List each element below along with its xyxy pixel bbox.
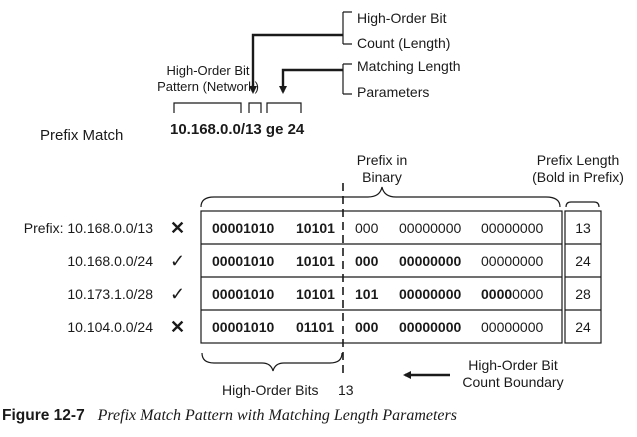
octet-3-bits: 00000000 bbox=[399, 253, 462, 269]
length-brace bbox=[565, 201, 600, 208]
figure-title: Prefix Match Pattern with Matching Lengt… bbox=[97, 407, 457, 424]
octet-3-bits: 00000000 bbox=[399, 220, 462, 236]
length-header-line1: Prefix Length bbox=[536, 152, 620, 168]
binary-header-line2: Binary bbox=[362, 169, 402, 185]
boundary-value: 13 bbox=[338, 382, 354, 398]
prefix-match-label: Prefix Match bbox=[40, 127, 124, 144]
row-prefix-length: 13 bbox=[575, 220, 591, 236]
high-order-bits-label: High-Order Bits bbox=[222, 382, 319, 398]
binary-brace bbox=[200, 186, 561, 208]
row-prefix-label: 10.104.0.0/24 bbox=[67, 319, 153, 335]
octet-2-remaining-bits: 000 bbox=[355, 253, 379, 269]
octet-2-remaining-bits: 000 bbox=[355, 319, 379, 335]
row-prefix-length: 24 bbox=[575, 253, 591, 269]
length-bracket bbox=[248, 102, 262, 113]
octet-4-bits: 00000000 bbox=[481, 286, 544, 302]
cross-icon: ✕ bbox=[170, 317, 186, 337]
params-bracket bbox=[342, 63, 352, 95]
octet-1-bits: 00001010 bbox=[212, 286, 275, 302]
check-icon: ✓ bbox=[170, 284, 186, 304]
octet-2-bits: 10101 bbox=[296, 220, 335, 236]
count-label-line1: High-Order Bit bbox=[357, 10, 447, 26]
length-header-line2: (Bold in Prefix) bbox=[532, 169, 624, 185]
octet-1-bits: 00001010 bbox=[212, 220, 275, 236]
octet-4-bits: 00000000 bbox=[481, 319, 544, 335]
pattern-label-line1: High-Order Bit bbox=[166, 63, 250, 78]
row-prefix-label: 10.173.1.0/28 bbox=[67, 286, 153, 302]
octet-2-remaining-bits: 101 bbox=[355, 286, 379, 302]
octet-2-bits: 10101 bbox=[296, 253, 335, 269]
cross-icon: ✕ bbox=[170, 218, 186, 238]
params-label-line2: Parameters bbox=[357, 84, 430, 100]
row-prefix-label: Prefix: 10.168.0.0/13 bbox=[23, 220, 153, 236]
params-arrow bbox=[279, 68, 343, 94]
boundary-label-line1: High-Order Bit bbox=[468, 357, 558, 373]
ge-bracket bbox=[266, 102, 302, 113]
params-label-line1: Matching Length bbox=[357, 58, 461, 74]
figure-number: Figure 12-7 bbox=[2, 407, 85, 424]
octet-3-bits: 00000000 bbox=[399, 319, 462, 335]
high-order-bits-brace bbox=[201, 352, 343, 372]
count-arrow bbox=[249, 33, 343, 94]
network-bracket bbox=[173, 102, 242, 113]
row-prefix-length: 24 bbox=[575, 319, 591, 335]
octet-1-bits: 00001010 bbox=[212, 253, 275, 269]
binary-header-line1: Prefix in bbox=[356, 152, 408, 168]
octet-2-bits: 01101 bbox=[296, 319, 335, 335]
octet-2-remaining-bits: 000 bbox=[355, 220, 379, 236]
count-label-line2: Count (Length) bbox=[357, 35, 451, 51]
octet-4-bits: 00000000 bbox=[481, 253, 544, 269]
octet-4-bits: 00000000 bbox=[481, 220, 544, 236]
prefix-expression: 10.168.0.0/13 ge 24 bbox=[170, 121, 305, 138]
octet-3-bits: 00000000 bbox=[399, 286, 462, 302]
row-prefix-label: 10.168.0.0/24 bbox=[67, 253, 153, 269]
check-icon: ✓ bbox=[170, 251, 186, 271]
octet-2-bits: 10101 bbox=[296, 286, 335, 302]
octet-1-bits: 00001010 bbox=[212, 319, 275, 335]
pattern-label-line2: Pattern (Network) bbox=[157, 79, 259, 94]
figure-caption: Figure 12-7 Prefix Match Pattern with Ma… bbox=[2, 407, 457, 425]
count-bracket bbox=[342, 11, 352, 45]
boundary-label-line2: Count Boundary bbox=[462, 374, 564, 390]
row-prefix-length: 28 bbox=[575, 286, 591, 302]
